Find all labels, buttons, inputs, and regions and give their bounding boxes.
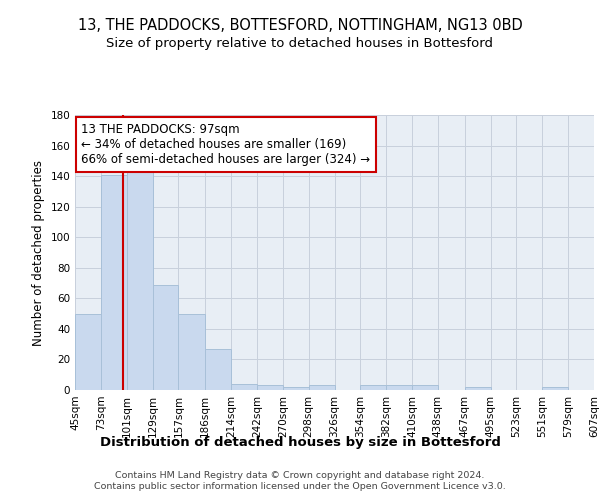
- Bar: [361, 386, 386, 390]
- Bar: [308, 386, 335, 390]
- Text: Distribution of detached houses by size in Bottesford: Distribution of detached houses by size …: [100, 436, 500, 449]
- Bar: [178, 314, 205, 390]
- Text: Size of property relative to detached houses in Bottesford: Size of property relative to detached ho…: [107, 38, 493, 51]
- Bar: [75, 314, 101, 390]
- Text: 13, THE PADDOCKS, BOTTESFORD, NOTTINGHAM, NG13 0BD: 13, THE PADDOCKS, BOTTESFORD, NOTTINGHAM…: [77, 18, 523, 32]
- Bar: [152, 284, 178, 390]
- Bar: [542, 387, 568, 390]
- Bar: [257, 386, 283, 390]
- Bar: [412, 386, 438, 390]
- Y-axis label: Number of detached properties: Number of detached properties: [32, 160, 45, 346]
- Bar: [205, 349, 231, 390]
- Text: 13 THE PADDOCKS: 97sqm
← 34% of detached houses are smaller (169)
66% of semi-de: 13 THE PADDOCKS: 97sqm ← 34% of detached…: [82, 122, 371, 166]
- Text: Contains HM Land Registry data © Crown copyright and database right 2024.
Contai: Contains HM Land Registry data © Crown c…: [94, 472, 506, 490]
- Bar: [127, 167, 152, 390]
- Bar: [231, 384, 257, 390]
- Bar: [283, 387, 308, 390]
- Bar: [465, 387, 491, 390]
- Bar: [386, 386, 412, 390]
- Bar: [101, 174, 127, 390]
